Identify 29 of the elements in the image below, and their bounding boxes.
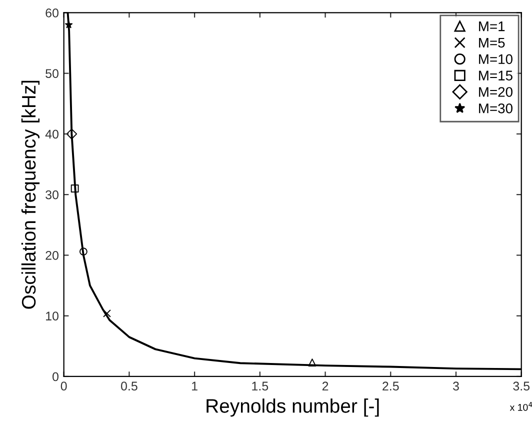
x-axis-title: Reynolds number [-]	[206, 398, 379, 417]
point	[66, 128, 78, 140]
y-tick-label: 60	[46, 8, 58, 18]
y-tick-label: 10	[46, 312, 58, 320]
x-tick-label: 2.5	[382, 382, 399, 391]
x-tick-label: 1	[192, 382, 198, 390]
y-tick-label: 0	[52, 372, 58, 382]
x-tick-label: 0.5	[121, 382, 138, 391]
point	[79, 248, 88, 256]
point	[103, 309, 111, 318]
legend-label: M=30	[479, 103, 512, 114]
legend-label: M=1	[479, 22, 505, 32]
x-tick-label: 3.5	[513, 382, 530, 391]
point	[70, 184, 79, 192]
legend-label: M=10	[479, 54, 512, 64]
y-tick-label: 20	[46, 251, 58, 260]
y-tick-label: 50	[46, 69, 58, 78]
x-tick-label: 2	[322, 382, 328, 390]
x-tick-label: 3	[453, 382, 459, 391]
legend-label: M=15	[479, 70, 512, 80]
legend-label: M=20	[479, 87, 512, 97]
text: x 10$^{4}$	[510, 402, 532, 411]
y-tick-label: 30	[46, 190, 58, 200]
y-tick-label: 40	[45, 130, 58, 139]
y-axis-title: Oscillation frequency [kHz]	[21, 80, 40, 309]
x-tick-label: 1.5	[252, 382, 268, 391]
x-tick-label: 0	[60, 382, 67, 391]
legend-label: M=5	[479, 38, 505, 48]
point	[308, 358, 316, 366]
